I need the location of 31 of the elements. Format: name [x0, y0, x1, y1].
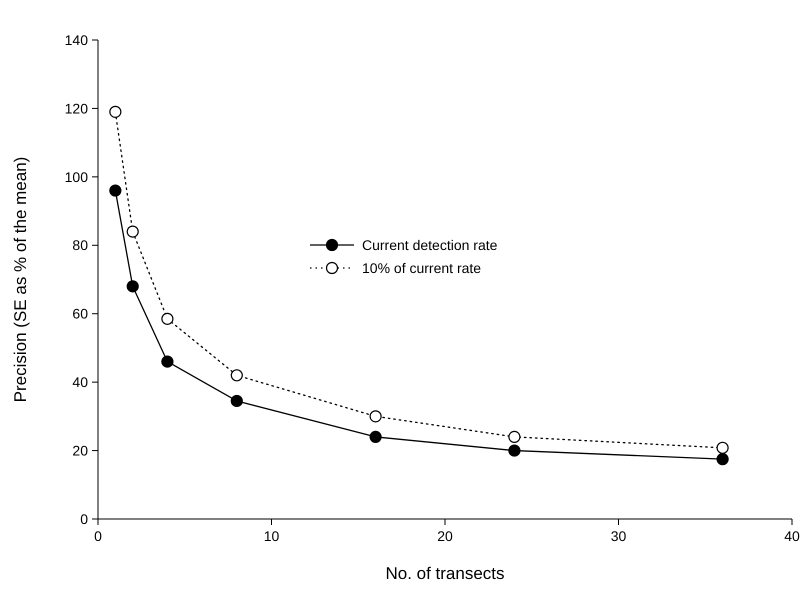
point	[716, 453, 729, 466]
x-tick-label: 10	[264, 528, 280, 544]
legend-label: 10% of current rate	[362, 260, 482, 276]
point	[370, 410, 382, 422]
point	[109, 184, 122, 197]
legend-label: Current detection rate	[362, 236, 498, 253]
point	[508, 430, 520, 443]
point	[230, 394, 243, 408]
point	[508, 444, 520, 457]
point	[230, 369, 243, 382]
y-tick-label: 40	[72, 374, 88, 390]
point	[370, 430, 382, 443]
x-axis-title: No. of transects	[385, 564, 505, 583]
x-tick-label: 40	[784, 528, 800, 544]
point	[126, 226, 139, 238]
point	[161, 356, 174, 368]
x-tick-label: 20	[437, 528, 453, 544]
x-tick-label: 30	[610, 528, 626, 544]
x-tick-label: 0	[94, 528, 102, 544]
y-tick-label: 120	[64, 100, 88, 116]
point	[716, 442, 729, 454]
point	[109, 106, 122, 118]
point	[161, 312, 174, 325]
point	[126, 280, 139, 292]
y-tick-label: 80	[72, 237, 88, 254]
y-tick-label: 100	[64, 168, 88, 185]
y-tick-label: 20	[72, 442, 88, 458]
y-tick-label: 60	[72, 306, 88, 322]
y-tick-label: 140	[64, 32, 88, 48]
y-tick-label: 0	[80, 510, 88, 527]
y-axis-title: Precision (SE as % of the mean)	[11, 156, 30, 402]
